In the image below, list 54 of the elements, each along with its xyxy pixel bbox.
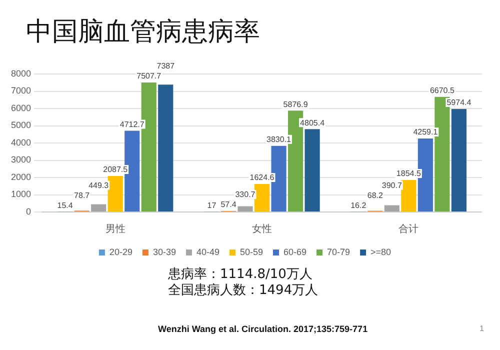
y-tick-label: 0 xyxy=(26,206,32,216)
legend-label: >=80 xyxy=(370,246,392,257)
x-tick-label: 女性 xyxy=(252,222,272,235)
data-label: 68.2 xyxy=(367,190,384,200)
x-tick-label: 合计 xyxy=(398,222,419,235)
data-label: 4259.1 xyxy=(413,128,438,137)
text: 1 xyxy=(480,324,484,333)
y-tick-label: 3000 xyxy=(10,154,32,165)
data-label: 1854.5 xyxy=(396,169,422,178)
data-label: 4712.7 xyxy=(120,120,145,129)
data-label: 5974.4 xyxy=(446,98,472,108)
legend-label: 60-69 xyxy=(284,246,307,257)
bar xyxy=(238,206,253,212)
data-label: 1624.6 xyxy=(250,173,275,182)
text: 患病率：1114.8/10万人 xyxy=(168,267,314,283)
data-label: 16.2 xyxy=(350,200,367,210)
data-label: 2087.5 xyxy=(103,165,128,174)
data-label: 449.3 xyxy=(88,180,110,190)
y-tick-label: 6000 xyxy=(10,102,32,113)
data-label: 390.7 xyxy=(382,180,402,190)
bar xyxy=(304,129,320,212)
legend-label: 50-59 xyxy=(240,246,264,257)
text: 全国患病人数：1494万人 xyxy=(168,283,320,299)
legend-label: 70-79 xyxy=(327,246,350,257)
bar xyxy=(401,180,416,212)
data-label: 6670.5 xyxy=(430,86,455,96)
data-label: 17 xyxy=(207,200,217,210)
y-tick-label: 5000 xyxy=(10,120,32,130)
data-label: 78.7 xyxy=(74,190,90,200)
x-tick-label: 男性 xyxy=(105,222,126,235)
y-tick-label: 4000 xyxy=(10,137,32,148)
bar xyxy=(254,184,270,212)
y-tick-label: 2000 xyxy=(10,172,32,182)
bar xyxy=(384,205,400,212)
data-label: 3830.1 xyxy=(266,135,292,144)
bar xyxy=(108,176,123,212)
data-label: 7507.7 xyxy=(136,72,162,81)
chart-title: 中国脑血管病患病率 xyxy=(25,16,261,49)
data-label: 7387 xyxy=(156,62,176,71)
data-label: 15.4 xyxy=(57,200,74,210)
data-label: 57.4 xyxy=(220,200,237,210)
bar xyxy=(158,84,174,212)
legend-label: 20-29 xyxy=(109,246,132,257)
data-label: 4805.4 xyxy=(300,118,326,128)
text: Wenzhi Wang et al. Circulation. 2017;135:759-771 xyxy=(158,324,368,334)
data-label: 5876.9 xyxy=(283,100,308,109)
y-tick-label: 7000 xyxy=(10,86,32,96)
legend-label: 30-39 xyxy=(152,246,176,257)
bar xyxy=(91,204,106,212)
data-label: 330.7 xyxy=(235,190,256,200)
y-tick-label: 8000 xyxy=(10,68,32,78)
y-tick-label: 1000 xyxy=(10,189,32,200)
bar xyxy=(451,108,466,212)
legend-label: 40-49 xyxy=(196,246,220,257)
